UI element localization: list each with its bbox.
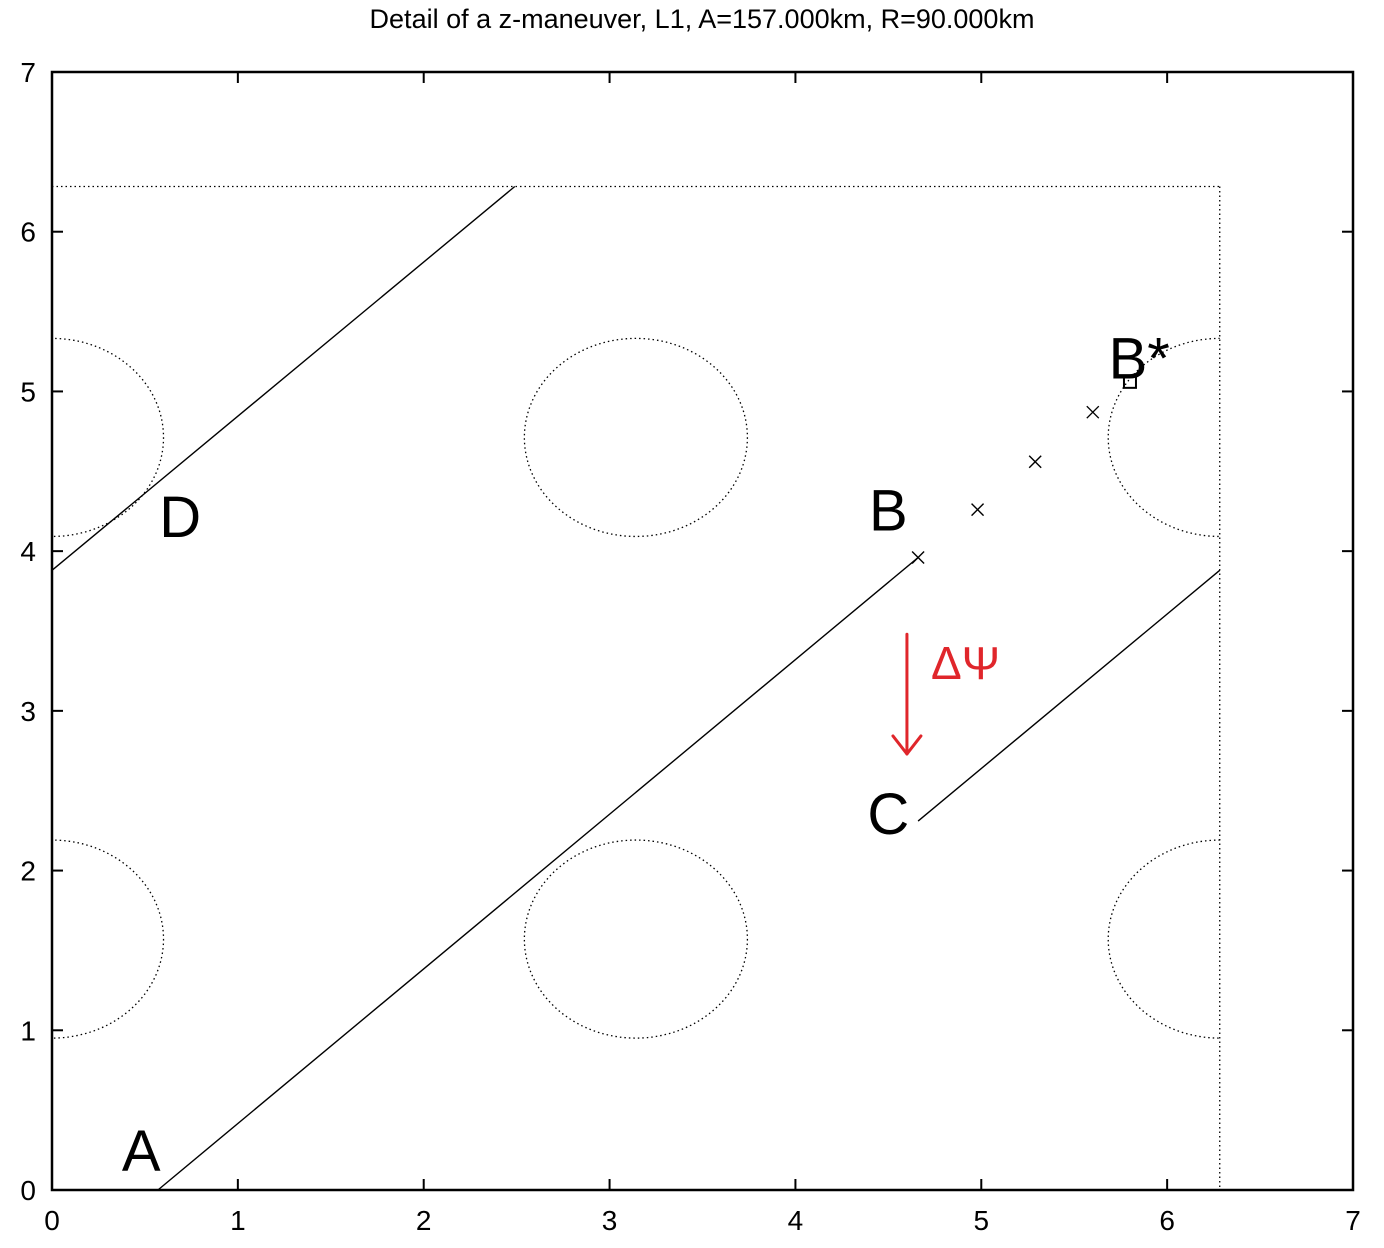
- x-tick-label: 2: [416, 1205, 432, 1236]
- cross-marker-0: [911, 551, 925, 565]
- y-tick-label: 6: [20, 217, 36, 248]
- x-tick-label: 7: [1345, 1205, 1361, 1236]
- y-tick-label: 4: [20, 536, 36, 567]
- trajectory-segment-0: [157, 556, 919, 1191]
- cross-marker-stroke: [1028, 455, 1042, 469]
- chart-title: Detail of a z-maneuver, L1, A=157.000km,…: [370, 4, 1035, 34]
- point-label-A: A: [122, 1119, 161, 1184]
- point-label-C: C: [867, 782, 909, 847]
- y-tick-label: 5: [20, 376, 36, 407]
- region-1: [523, 337, 749, 538]
- x-tick-label: 0: [44, 1205, 60, 1236]
- point-labels-layer: A B B* C D: [122, 327, 1170, 1184]
- annotation-delta-psi: ΔΨ: [931, 637, 1000, 689]
- y-tick-label: 0: [20, 1175, 36, 1206]
- x-tick-label: 5: [973, 1205, 989, 1236]
- regions-layer: [52, 337, 1220, 1039]
- cross-marker-stroke: [971, 503, 985, 517]
- axes-frame-layer: [50, 70, 1355, 1192]
- y-tick-label: 3: [20, 696, 36, 727]
- series-layer: [51, 185, 1221, 1191]
- cross-marker-1: [971, 503, 985, 517]
- cross-marker-3: [1086, 405, 1100, 419]
- y-tick-label: 7: [20, 57, 36, 88]
- trajectory-segment-2: [51, 185, 516, 571]
- plot-frame: [50, 70, 1355, 1192]
- cross-marker-stroke: [1086, 405, 1100, 419]
- cross-marker-2: [1028, 455, 1042, 469]
- annotation-layer: ΔΨ: [891, 632, 1000, 756]
- region-0: [52, 337, 165, 538]
- y-tick-label: 2: [20, 856, 36, 887]
- region-3: [52, 839, 165, 1039]
- region-4: [523, 839, 749, 1039]
- cross-marker-stroke: [911, 551, 925, 565]
- trajectory-segment-1: [917, 569, 1221, 822]
- x-tick-label: 1: [230, 1205, 246, 1236]
- x-tick-label: 4: [788, 1205, 804, 1236]
- y-tick-label: 1: [20, 1015, 36, 1046]
- annotation-arrowhead: [891, 734, 923, 756]
- point-label-B-star: B*: [1109, 327, 1170, 392]
- point-label-D: D: [159, 485, 201, 550]
- x-tick-label: 3: [602, 1205, 618, 1236]
- point-label-B: B: [869, 478, 908, 543]
- markers-layer: [911, 374, 1137, 565]
- boundary-layer: [52, 185, 1221, 1190]
- x-tick-label: 6: [1159, 1205, 1175, 1236]
- square-marker-4: [1122, 374, 1137, 389]
- ticks-layer: 0 1 2 3 4 5 6 7 0 1 2 3 4 5 6 7: [20, 57, 1360, 1236]
